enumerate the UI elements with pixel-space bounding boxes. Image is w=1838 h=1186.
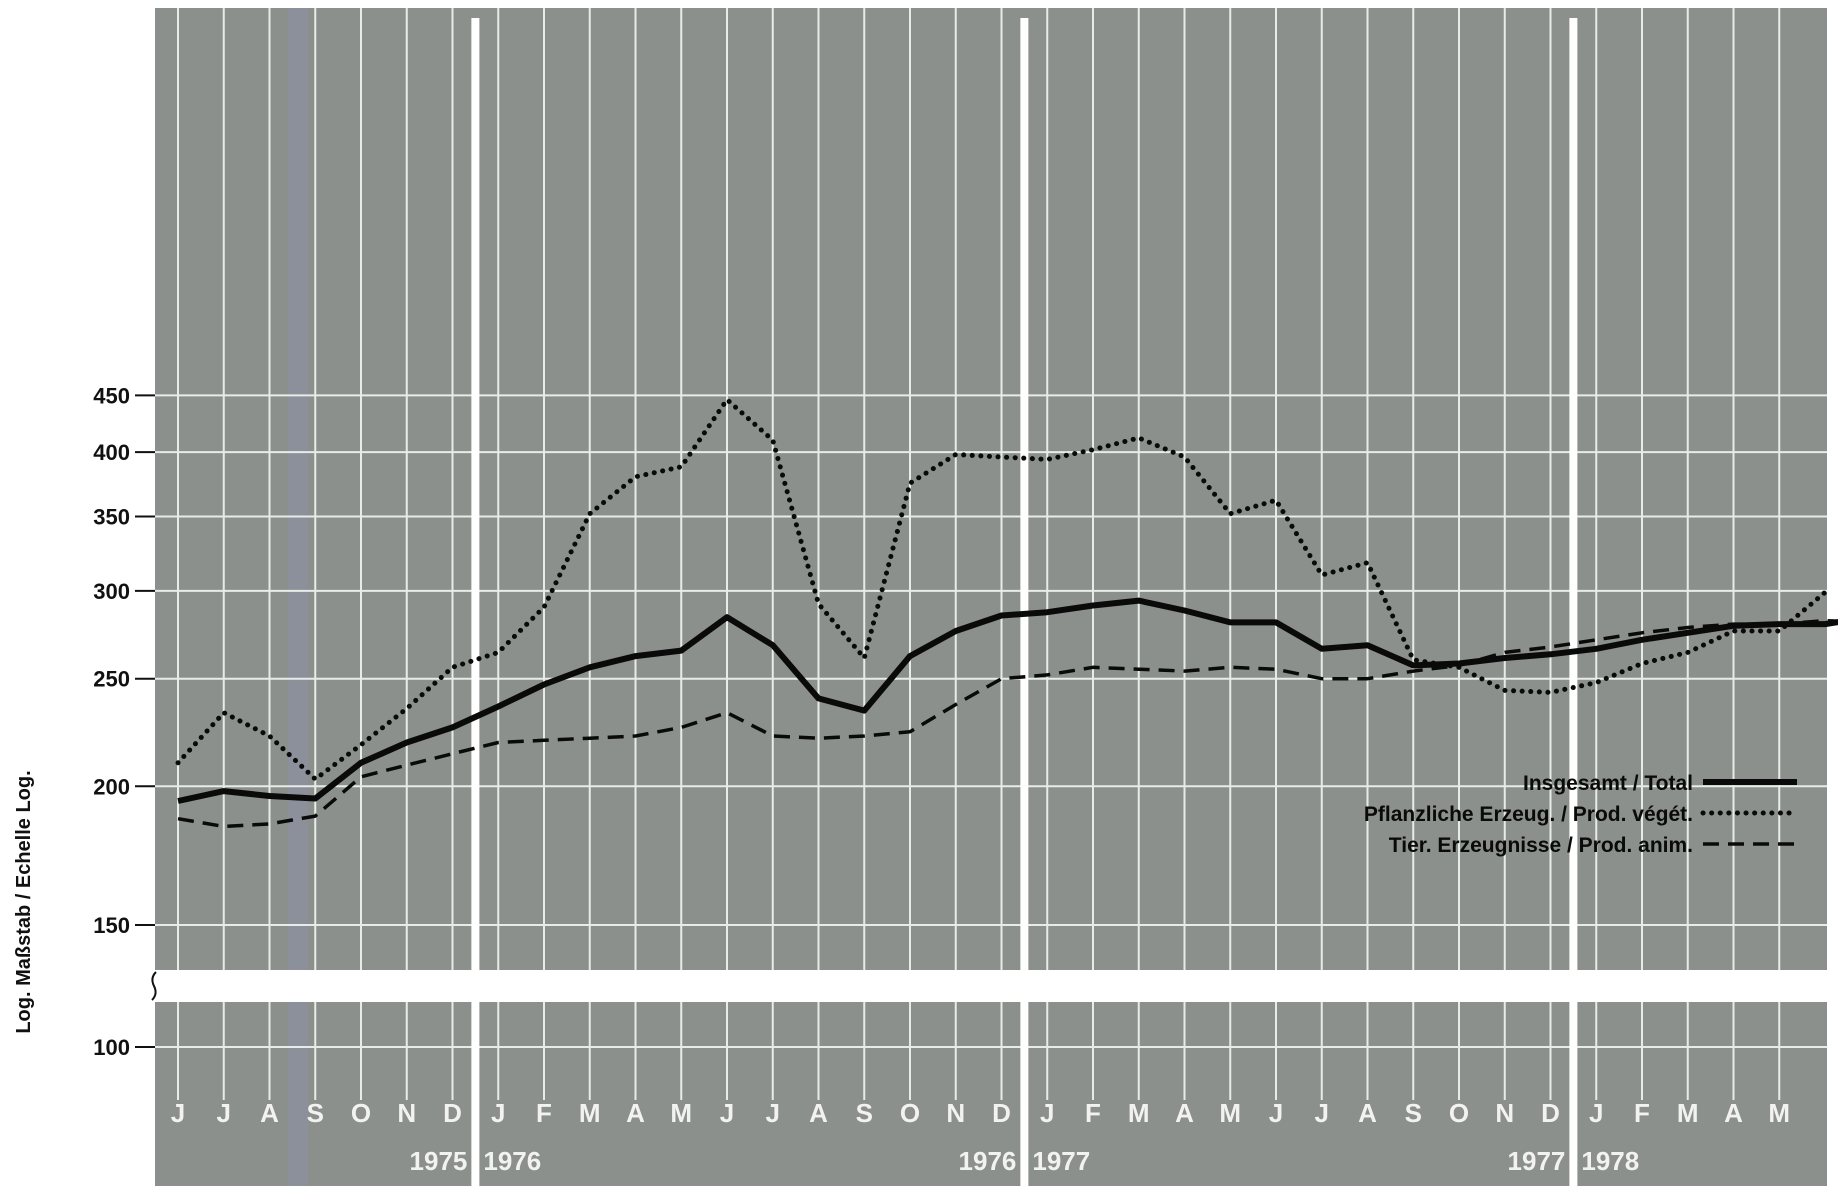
month-label: J (491, 1098, 505, 1128)
month-label: D (443, 1098, 462, 1128)
month-label: F (1085, 1098, 1101, 1128)
month-label: A (1175, 1098, 1194, 1128)
grid (155, 8, 1827, 1100)
series-line-dotted (175, 397, 1828, 782)
month-label: A (626, 1098, 645, 1128)
month-label: J (1269, 1098, 1283, 1128)
y-tick-label: 100 (93, 1035, 130, 1060)
year-labels: 1975 1976 1976 1977 1977 1978 (410, 1146, 1640, 1176)
month-label: M (670, 1098, 692, 1128)
y-tick-label: 300 (93, 579, 130, 604)
month-label: O (900, 1098, 920, 1128)
year-label: 1976 (483, 1146, 541, 1176)
year-separator (1020, 18, 1029, 1186)
month-label: M (1219, 1098, 1241, 1128)
month-label: D (992, 1098, 1011, 1128)
legend-label: Insgesamt / Total (1523, 772, 1693, 795)
year-label: 1977 (1032, 1146, 1090, 1176)
y-tick-label: 200 (93, 774, 130, 799)
series-line-dashed (177, 618, 1838, 829)
month-label: M (1768, 1098, 1790, 1128)
series-layer (175, 397, 1838, 829)
year-label: 1977 (1508, 1146, 1566, 1176)
month-label: S (307, 1098, 324, 1128)
legend: Insgesamt / Total Pflanzliche Erzeug. / P… (1364, 772, 1800, 857)
axis-break-band (155, 970, 1827, 1002)
month-label: M (579, 1098, 601, 1128)
y-axis-label: Log. Maßstab / Echelle Log. (13, 770, 35, 1033)
month-label: J (217, 1098, 231, 1128)
month-label: J (720, 1098, 734, 1128)
year-label: 1975 (410, 1146, 468, 1176)
month-label: S (856, 1098, 873, 1128)
september-shading (288, 8, 308, 1186)
month-label: J (1589, 1098, 1603, 1128)
month-label: O (1449, 1098, 1469, 1128)
month-label: N (397, 1098, 416, 1128)
month-label: S (1405, 1098, 1422, 1128)
year-separator (471, 18, 480, 1186)
month-label: M (1677, 1098, 1699, 1128)
year-separator (1569, 18, 1578, 1186)
month-label: A (809, 1098, 828, 1128)
month-label: M (1128, 1098, 1150, 1128)
month-label: O (351, 1098, 371, 1128)
month-label: J (766, 1098, 780, 1128)
month-label: F (1634, 1098, 1650, 1128)
month-label: F (536, 1098, 552, 1128)
series-line-solid (177, 597, 1838, 804)
month-label: N (946, 1098, 965, 1128)
month-label: N (1495, 1098, 1514, 1128)
month-label: A (260, 1098, 279, 1128)
legend-label: Tier. Erzeugnisse / Prod. anim. (1389, 834, 1693, 857)
month-label: J (1040, 1098, 1054, 1128)
year-separators (471, 18, 1578, 1186)
y-axis-ticks: 100 150 200 250 300 350 400 450 (93, 383, 155, 1060)
month-label: A (1724, 1098, 1743, 1128)
year-label: 1976 (959, 1146, 1017, 1176)
month-label: D (1541, 1098, 1560, 1128)
axis-break-mark (151, 971, 157, 1001)
month-label: A (1358, 1098, 1377, 1128)
month-label: J (1315, 1098, 1329, 1128)
month-label: J (171, 1098, 185, 1128)
y-tick-label: 350 (93, 504, 130, 529)
year-label: 1978 (1581, 1146, 1639, 1176)
y-tick-label: 250 (93, 667, 130, 692)
y-tick-label: 400 (93, 440, 130, 465)
y-tick-label: 150 (93, 913, 130, 938)
legend-label: Pflanzliche Erzeug. / Prod. végét. (1364, 803, 1693, 826)
y-tick-label: 450 (93, 383, 130, 408)
